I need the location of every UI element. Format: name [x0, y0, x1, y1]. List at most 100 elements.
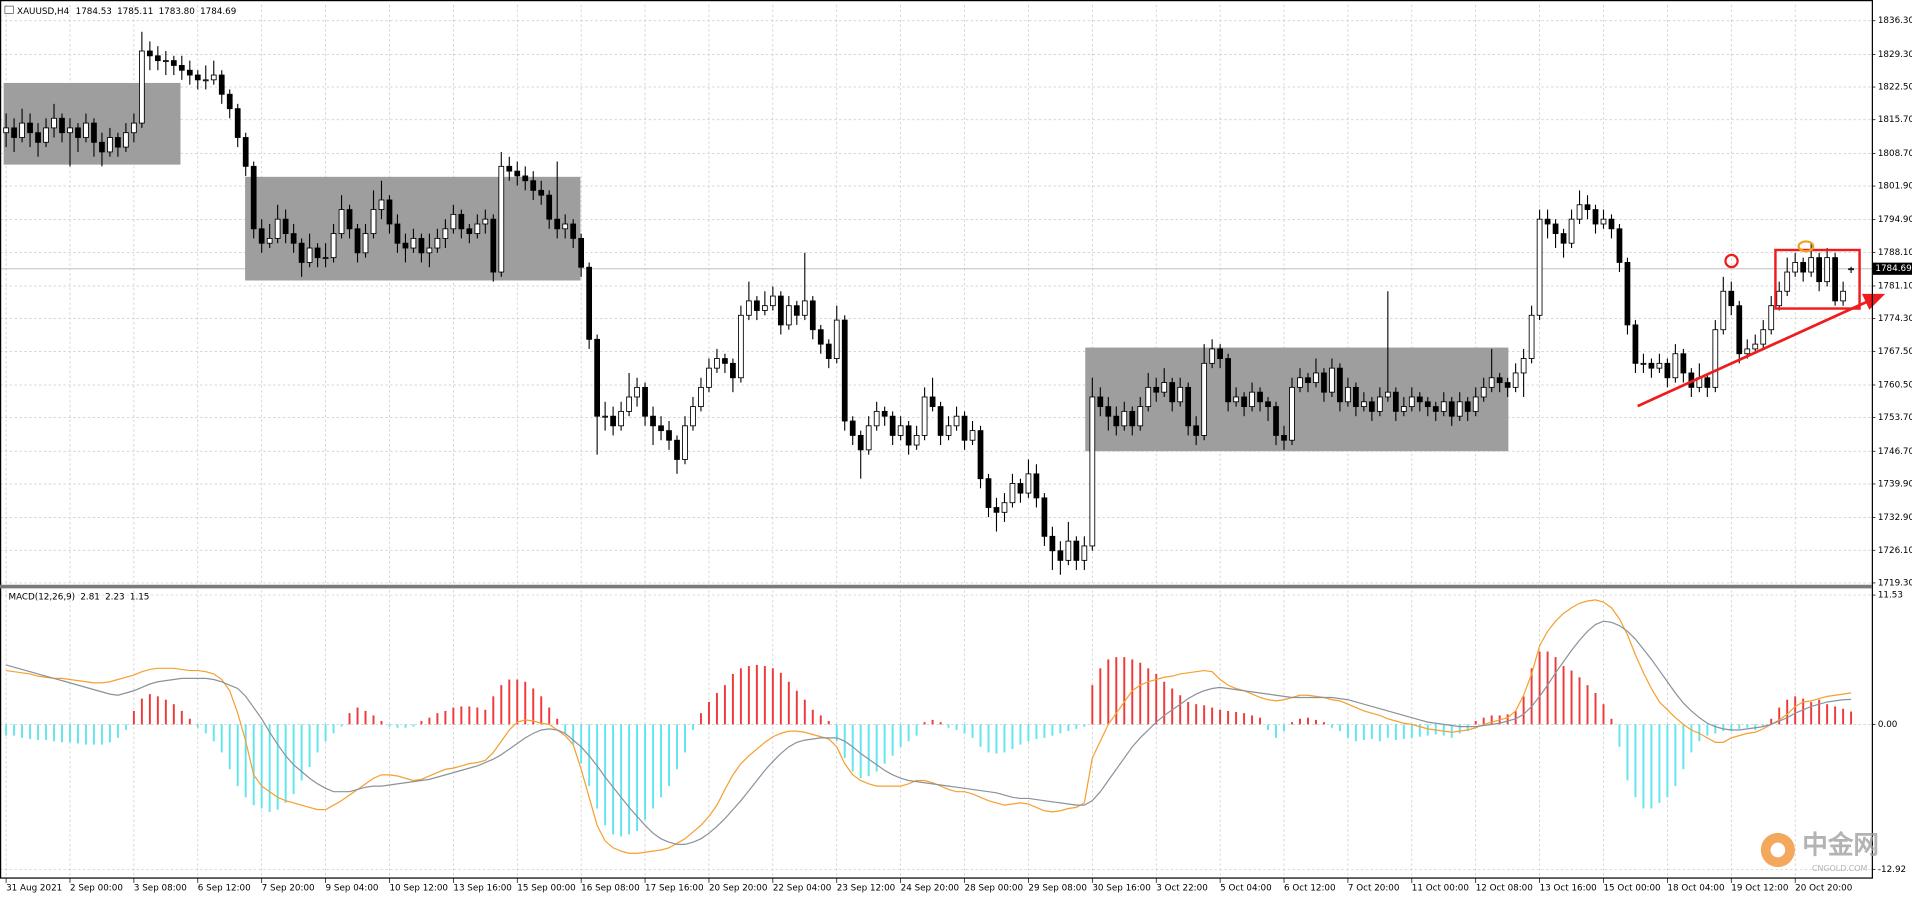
candle-body [1041, 497, 1048, 537]
y-tick-label: 1719.30 [1878, 578, 1912, 588]
candle-body [19, 122, 25, 138]
y-tick-label: 1767.50 [1878, 347, 1912, 357]
candle-body [91, 122, 97, 143]
signal-value: 2.23 [105, 592, 125, 602]
candle-body [1073, 540, 1080, 561]
candle-body [985, 478, 992, 508]
candle-body [1824, 257, 1830, 283]
candle-body [1632, 324, 1639, 364]
x-tick-label: 3 Oct 22:00 [1156, 883, 1208, 893]
candle-body [242, 137, 249, 167]
candle-body [761, 305, 768, 311]
candle-body [1760, 329, 1767, 345]
x-tick-label: 6 Oct 12:00 [1284, 883, 1336, 893]
candle-body [722, 358, 728, 364]
candle-body [602, 415, 608, 418]
candle-body [562, 223, 569, 230]
candle-body [1680, 353, 1687, 374]
candle-body [1528, 314, 1535, 359]
candle-body [522, 175, 529, 182]
candle-body [298, 242, 305, 263]
candle-body [1616, 228, 1623, 263]
y-tick-label: 1822.50 [1878, 83, 1912, 93]
candle-body [1049, 535, 1056, 552]
candle-body [67, 127, 73, 134]
y-tick-label: 0.00 [1878, 720, 1898, 730]
candle-body [194, 74, 201, 81]
candle-body [1017, 483, 1024, 494]
candle-body [1009, 483, 1016, 504]
candle-body [530, 180, 537, 191]
candle-body [873, 410, 880, 427]
last-price-tag [1872, 262, 1912, 275]
candle-body [905, 425, 912, 446]
candle-body [610, 415, 616, 427]
candle-body [290, 233, 297, 244]
candle-body [330, 233, 337, 259]
candle-body [1624, 262, 1631, 326]
y-tick-label: 1726.10 [1878, 546, 1912, 556]
candle-body [666, 430, 672, 441]
candle-body [1065, 540, 1072, 561]
candle-body [1392, 391, 1399, 412]
candle-body [75, 127, 81, 138]
candle-body [777, 295, 784, 326]
candle-body [1313, 372, 1319, 383]
candle-body [162, 60, 169, 63]
candle-body [43, 127, 49, 143]
candle-body [1081, 545, 1088, 561]
candle-body [969, 430, 976, 441]
x-tick-label: 20 Sep 20:00 [709, 883, 768, 893]
candle-body [1329, 367, 1335, 393]
candle-body [1376, 396, 1383, 412]
candle-body [482, 218, 489, 225]
candle-body [1201, 362, 1208, 436]
candle-body [1736, 305, 1743, 355]
x-tick-label: 18 Oct 04:00 [1667, 883, 1724, 893]
candle-body [1792, 262, 1799, 273]
candle-body [154, 55, 161, 62]
candle-body [706, 367, 712, 388]
candle-body [170, 60, 177, 66]
x-tick-label: 15 Oct 00:00 [1603, 883, 1660, 893]
candle-body [841, 319, 848, 422]
candle-body [913, 434, 920, 446]
candle-body [514, 170, 521, 177]
x-tick-label: 7 Sep 20:00 [262, 883, 315, 893]
candle-body [626, 396, 632, 412]
candle-body [1536, 218, 1543, 316]
histogram-value: 1.15 [130, 592, 150, 602]
candle-body [594, 338, 600, 417]
candle-body [258, 228, 265, 244]
y-tick-label: 1753.70 [1878, 413, 1912, 423]
candle-body [809, 300, 816, 331]
candle-body [202, 79, 209, 82]
indicator-line [5, 620, 1852, 846]
highlight-circle [1724, 253, 1739, 269]
x-tick-label: 28 Sep 00:00 [965, 883, 1024, 893]
candle-body [1169, 382, 1176, 403]
x-tick-label: 15 Sep 00:00 [517, 883, 576, 893]
candle-body [1353, 386, 1359, 408]
candle-body [897, 425, 904, 436]
x-tick-label: 17 Sep 16:00 [645, 883, 704, 893]
candle-body [1560, 233, 1567, 244]
candle-body [1273, 406, 1279, 436]
watermark: 中金网 CNGOLD.COM [1760, 829, 1879, 873]
candle-body [1001, 502, 1008, 513]
candle-body [817, 329, 824, 345]
candle-body [1408, 396, 1415, 408]
candle-body [1576, 204, 1583, 220]
x-tick-label: 30 Sep 16:00 [1092, 883, 1151, 893]
low-value: 1783.80 [159, 6, 195, 16]
candle-body [754, 300, 760, 311]
y-tick-label: 1794.90 [1878, 215, 1912, 225]
candle-body [1233, 396, 1239, 403]
x-tick-label: 6 Sep 12:00 [198, 883, 251, 893]
candle-body [977, 430, 984, 480]
candle-body [857, 434, 864, 451]
open-value: 1784.53 [76, 6, 112, 16]
